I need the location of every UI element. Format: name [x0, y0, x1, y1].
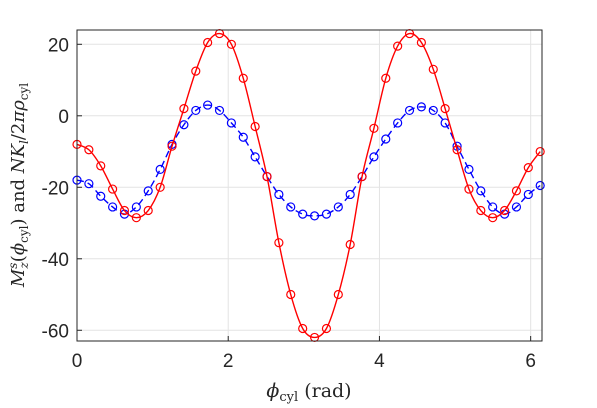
data-point [535, 180, 545, 191]
data-point [381, 73, 391, 83]
data-point [511, 186, 522, 196]
data-point [393, 118, 403, 128]
data-point [488, 213, 498, 223]
data-point [143, 186, 153, 196]
data-point [476, 205, 486, 216]
data-point [226, 118, 236, 128]
data-point [476, 186, 486, 196]
data-point [262, 171, 272, 182]
data-point [298, 209, 308, 219]
data-point [84, 179, 94, 189]
data-point [309, 211, 320, 221]
data-point [535, 146, 545, 157]
data-point [321, 209, 332, 219]
y-tick-label: -60 [42, 321, 69, 342]
data-point [523, 163, 533, 173]
data-point [464, 184, 474, 194]
data-point [523, 189, 533, 200]
data-point [464, 164, 474, 175]
data-point [155, 182, 165, 192]
x-tick-label: 6 [525, 351, 536, 372]
data-point [179, 104, 189, 114]
data-point [440, 104, 450, 114]
data-point [357, 171, 367, 182]
data-point [238, 132, 248, 142]
x-tick-label: 4 [374, 351, 385, 372]
x-axis-title: ϕcyl (rad) [266, 380, 351, 405]
data-point [286, 289, 296, 300]
data-point [345, 189, 355, 200]
data-point [416, 37, 426, 48]
data-point [298, 323, 308, 334]
y-tick-label: 0 [58, 107, 69, 128]
data-point [203, 100, 213, 110]
data-point [416, 102, 426, 112]
data-point [250, 121, 260, 132]
data-point [499, 205, 510, 216]
data-point [369, 123, 379, 133]
axis-ticks: 0 2 4 6 20 0 -20 -40 -60 [42, 35, 536, 372]
data-point [119, 205, 130, 216]
data-point [191, 66, 201, 76]
data-point [167, 141, 177, 151]
data-point [214, 105, 225, 116]
plot-background [77, 30, 542, 341]
series-layer [72, 28, 545, 343]
data-point [428, 105, 438, 116]
data-point [203, 37, 213, 48]
grid [76, 30, 542, 341]
series-1 [72, 28, 545, 343]
data-point [333, 202, 343, 212]
data-point [345, 239, 355, 250]
data-point [488, 202, 498, 212]
data-point [452, 145, 462, 155]
data-point [131, 202, 141, 212]
x-tick-label: 0 [72, 351, 83, 372]
data-point [321, 323, 332, 334]
x-tick-label: 2 [223, 351, 234, 372]
y-tick-label: 20 [48, 35, 69, 56]
data-point [108, 184, 118, 194]
y-tick-label: -40 [42, 250, 69, 271]
data-point [369, 152, 379, 162]
data-point [393, 41, 403, 51]
data-point [96, 191, 106, 201]
series-line [76, 104, 541, 217]
data-point [428, 64, 438, 74]
data-point [250, 152, 260, 162]
data-point [131, 213, 141, 223]
data-point [143, 205, 153, 216]
data-point [84, 145, 94, 155]
y-tick-label: -20 [42, 178, 69, 199]
data-point [238, 73, 248, 83]
data-point [274, 189, 284, 200]
data-point [381, 134, 391, 144]
data-point [511, 202, 522, 212]
series-line [76, 32, 541, 339]
data-point [333, 289, 343, 300]
data-point [286, 202, 296, 212]
y-axis-title: Msz(ϕcyl) and NKl/2πρcyl [6, 83, 31, 288]
plot-frame [76, 29, 543, 342]
data-point [274, 238, 284, 248]
data-point [108, 202, 118, 212]
data-point [179, 120, 189, 130]
data-point [404, 105, 415, 116]
data-point [155, 164, 165, 175]
data-point [226, 39, 236, 49]
data-point [96, 161, 106, 171]
data-point [191, 105, 201, 116]
